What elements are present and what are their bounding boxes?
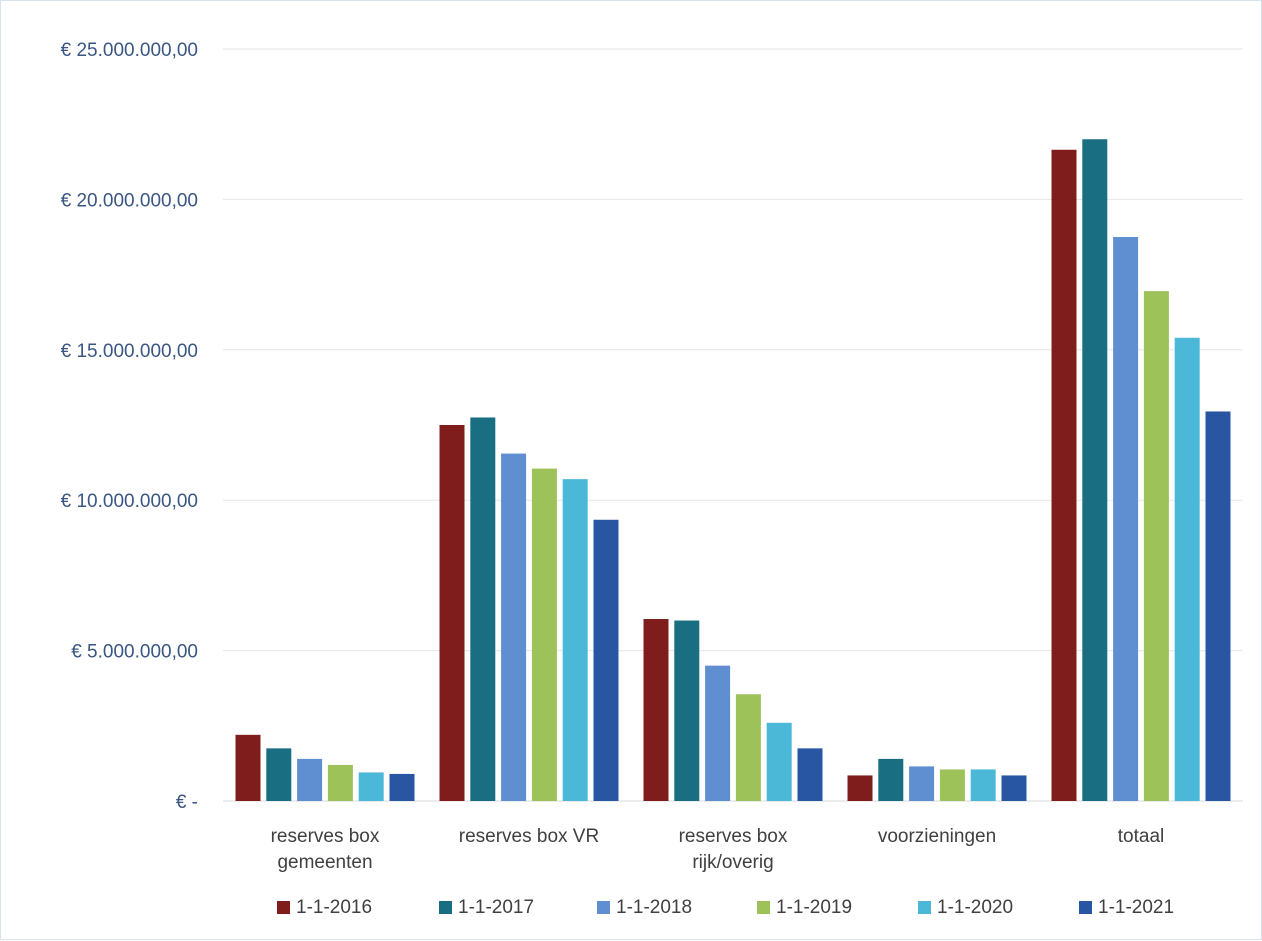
x-tick-label: reserves box <box>271 826 380 847</box>
y-tick-label: € 10.000.000,00 <box>61 491 198 512</box>
legend-label: 1-1-2017 <box>458 897 534 918</box>
bar <box>389 773 415 801</box>
y-tick-label: € - <box>176 792 198 813</box>
x-tick-label: reserves box <box>679 826 788 847</box>
bar <box>766 722 792 801</box>
legend-label: 1-1-2020 <box>937 897 1013 918</box>
bar <box>358 772 384 801</box>
bar <box>643 619 669 801</box>
bar <box>593 519 619 801</box>
legend-label: 1-1-2018 <box>616 897 692 918</box>
bar <box>235 734 261 801</box>
bar <box>470 417 496 801</box>
legend-label: 1-1-2016 <box>296 897 372 918</box>
legend-swatch <box>918 901 931 914</box>
bar <box>970 769 996 801</box>
bar <box>797 748 823 801</box>
bar <box>1082 139 1108 802</box>
bar <box>939 769 965 801</box>
x-tick-label: gemeenten <box>277 852 372 873</box>
bar <box>1174 337 1200 801</box>
y-tick-label: € 5.000.000,00 <box>71 642 198 663</box>
x-tick-label: voorzieningen <box>878 826 996 847</box>
y-tick-label: € 25.000.000,00 <box>61 40 198 61</box>
legend-label: 1-1-2019 <box>776 897 852 918</box>
x-tick-label: rijk/overig <box>692 852 773 873</box>
x-tick-label: totaal <box>1118 826 1164 847</box>
legend-swatch <box>757 901 770 914</box>
y-tick-label: € 15.000.000,00 <box>61 341 198 362</box>
bar <box>327 764 353 801</box>
x-tick-label: reserves box VR <box>459 826 599 847</box>
bar <box>674 620 700 801</box>
bar <box>297 758 323 801</box>
bar <box>847 775 873 801</box>
bar <box>562 479 588 801</box>
bar <box>501 453 527 801</box>
bar <box>1001 775 1027 801</box>
bar <box>1143 291 1169 801</box>
bar <box>878 758 904 801</box>
bar <box>705 665 731 801</box>
legend-swatch <box>597 901 610 914</box>
bar <box>909 766 935 801</box>
bar <box>735 694 761 801</box>
y-tick-label: € 20.000.000,00 <box>61 190 198 211</box>
legend-swatch <box>277 901 290 914</box>
legend-label: 1-1-2021 <box>1098 897 1174 918</box>
bar <box>1051 149 1077 801</box>
legend-swatch <box>1079 901 1092 914</box>
bar <box>266 748 292 801</box>
bar <box>439 425 465 801</box>
legend-swatch <box>439 901 452 914</box>
bar <box>531 468 557 801</box>
bar <box>1113 237 1139 801</box>
bar <box>1205 411 1231 801</box>
